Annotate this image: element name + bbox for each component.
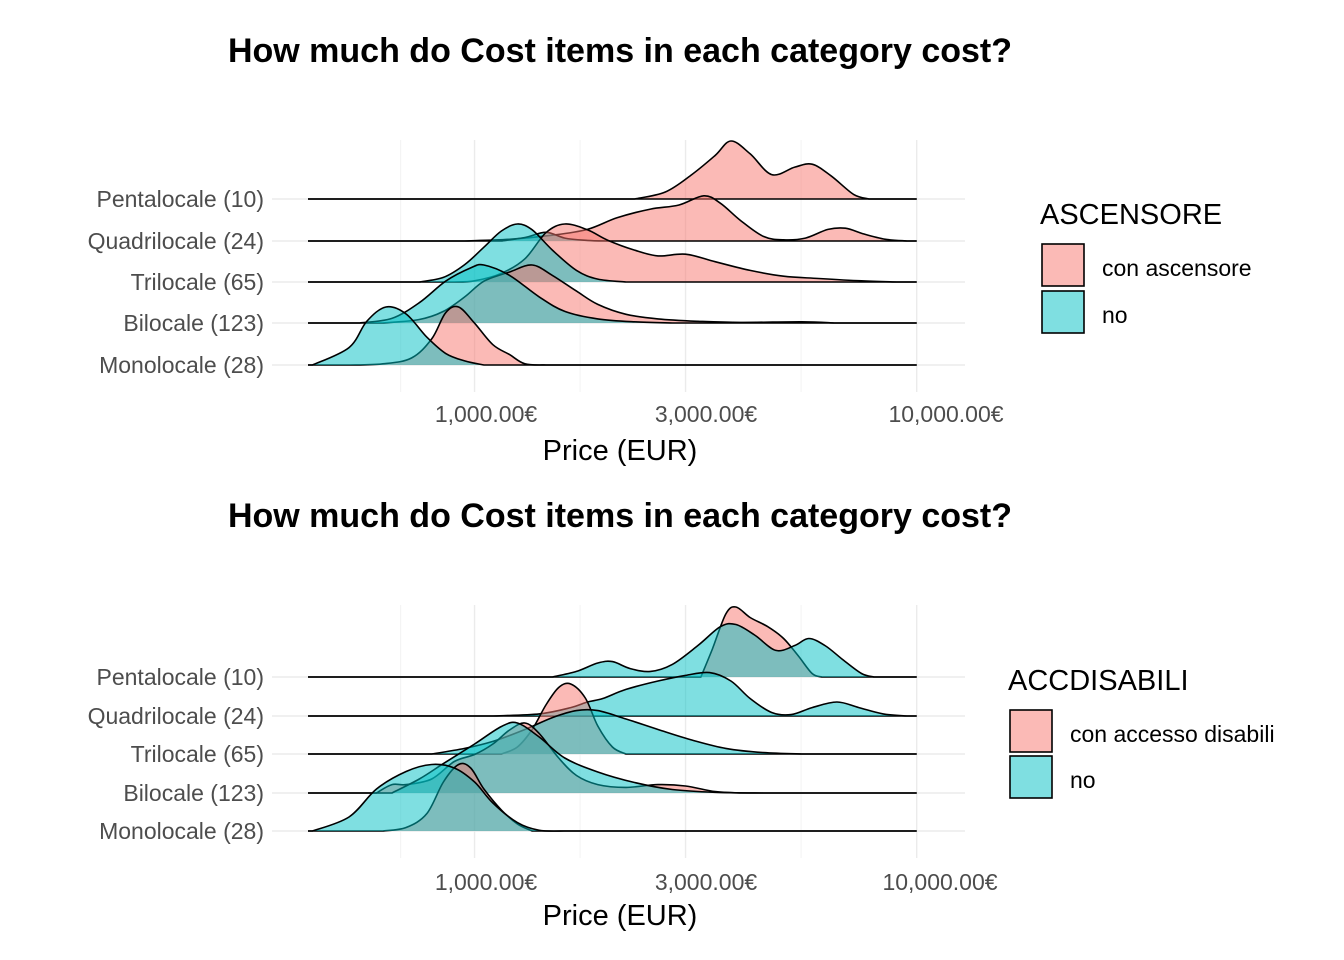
chart-panel-2: How much do Cost items in each category … bbox=[88, 497, 1275, 932]
legend: ACCDISABILI con accesso disabili no bbox=[1008, 665, 1275, 799]
chart-title: How much do Cost items in each category … bbox=[228, 32, 1012, 70]
legend-label: con ascensore bbox=[1102, 255, 1252, 281]
x-axis-title: Price (EUR) bbox=[543, 435, 698, 467]
ridge-series-2-monolocale bbox=[308, 305, 917, 366]
x-tick-label: 3,000.00€ bbox=[655, 401, 758, 427]
x-tick-label: 3,000.00€ bbox=[655, 869, 758, 895]
ridge-series-2-trilocale bbox=[308, 223, 917, 283]
legend-title: ACCDISABILI bbox=[1008, 665, 1189, 697]
legend-swatch bbox=[1009, 755, 1053, 799]
ridge-series-2-quadrilocale bbox=[308, 671, 917, 717]
x-axis-title: Price (EUR) bbox=[543, 900, 698, 932]
y-tick-label: Pentalocale (10) bbox=[97, 664, 265, 690]
x-tick-label: 10,000.00€ bbox=[888, 401, 1003, 427]
y-tick-label: Trilocale (65) bbox=[131, 741, 264, 767]
ridge-series-1-pentalocale bbox=[308, 140, 917, 200]
y-tick-label: Quadrilocale (24) bbox=[88, 703, 264, 729]
legend-label: con accesso disabili bbox=[1070, 721, 1275, 747]
legend-title: ASCENSORE bbox=[1040, 199, 1222, 231]
x-tick-label: 10,000.00€ bbox=[882, 869, 997, 895]
y-tick-label: Bilocale (123) bbox=[123, 310, 264, 336]
ridge-series-2-pentalocale bbox=[308, 622, 917, 678]
chart-title: How much do Cost items in each category … bbox=[228, 497, 1012, 535]
ridge-series-1-quadrilocale bbox=[308, 194, 917, 242]
y-tick-label: Bilocale (123) bbox=[123, 780, 264, 806]
y-tick-label: Quadrilocale (24) bbox=[88, 228, 264, 254]
legend-swatch bbox=[1009, 709, 1053, 753]
legend-label: no bbox=[1070, 767, 1096, 793]
ridge-series-2-monolocale bbox=[308, 763, 917, 832]
legend-swatch bbox=[1041, 243, 1085, 287]
y-tick-label: Monolocale (28) bbox=[99, 818, 264, 844]
x-tick-label: 1,000.00€ bbox=[435, 401, 538, 427]
chart-panel-1: How much do Cost items in each category … bbox=[88, 32, 1252, 467]
x-tick-label: 1,000.00€ bbox=[435, 869, 538, 895]
y-tick-label: Monolocale (28) bbox=[99, 352, 264, 378]
legend: ASCENSORE con ascensore no bbox=[1040, 199, 1252, 334]
y-tick-label: Pentalocale (10) bbox=[97, 186, 265, 212]
y-tick-label: Trilocale (65) bbox=[131, 269, 264, 295]
legend-swatch bbox=[1041, 290, 1085, 334]
legend-label: no bbox=[1102, 302, 1128, 328]
